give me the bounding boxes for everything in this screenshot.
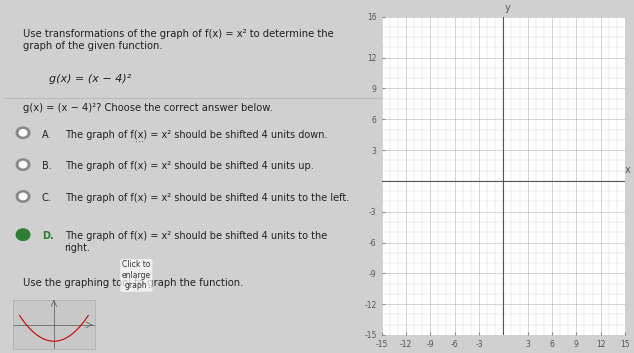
Text: g(x) = (x − 4)²: g(x) = (x − 4)²	[49, 74, 132, 84]
Text: C.: C.	[42, 193, 51, 203]
Circle shape	[16, 127, 30, 138]
Text: x: x	[624, 165, 630, 175]
Text: Use transformations of the graph of f(x) = x² to determine the
graph of the give: Use transformations of the graph of f(x)…	[23, 29, 333, 51]
Text: g(x) = (x − 4)²? Choose the correct answer below.: g(x) = (x − 4)²? Choose the correct answ…	[23, 102, 273, 113]
Circle shape	[19, 232, 27, 238]
Text: The graph of f(x) = x² should be shifted 4 units down.: The graph of f(x) = x² should be shifted…	[65, 130, 327, 139]
Circle shape	[18, 231, 28, 239]
Circle shape	[19, 161, 27, 168]
Text: D.: D.	[42, 232, 54, 241]
Text: The graph of f(x) = x² should be shifted 4 units to the left.: The graph of f(x) = x² should be shifted…	[65, 193, 349, 203]
Circle shape	[19, 193, 27, 200]
Text: y: y	[505, 4, 510, 13]
Text: The graph of f(x) = x² should be shifted 4 units up.: The graph of f(x) = x² should be shifted…	[65, 161, 313, 172]
Circle shape	[16, 159, 30, 170]
Text: A.: A.	[42, 130, 51, 139]
Text: The graph of f(x) = x² should be shifted 4 units to the
right.: The graph of f(x) = x² should be shifted…	[65, 232, 327, 253]
Text: B.: B.	[42, 161, 51, 172]
Text: Click to
enlarge
graph: Click to enlarge graph	[122, 261, 151, 290]
Text: Use the graphing tool to graph the function.: Use the graphing tool to graph the funct…	[23, 278, 243, 288]
Text: ···: ···	[135, 137, 144, 147]
Circle shape	[19, 130, 27, 136]
Circle shape	[16, 191, 30, 202]
Circle shape	[16, 229, 30, 240]
